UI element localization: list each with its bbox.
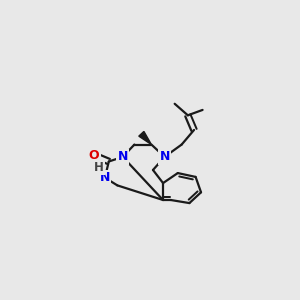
Text: N: N: [159, 150, 170, 164]
Text: H: H: [94, 161, 104, 174]
Text: O: O: [89, 149, 99, 162]
Text: N: N: [118, 150, 128, 164]
Text: N: N: [100, 171, 110, 184]
Polygon shape: [139, 131, 152, 145]
